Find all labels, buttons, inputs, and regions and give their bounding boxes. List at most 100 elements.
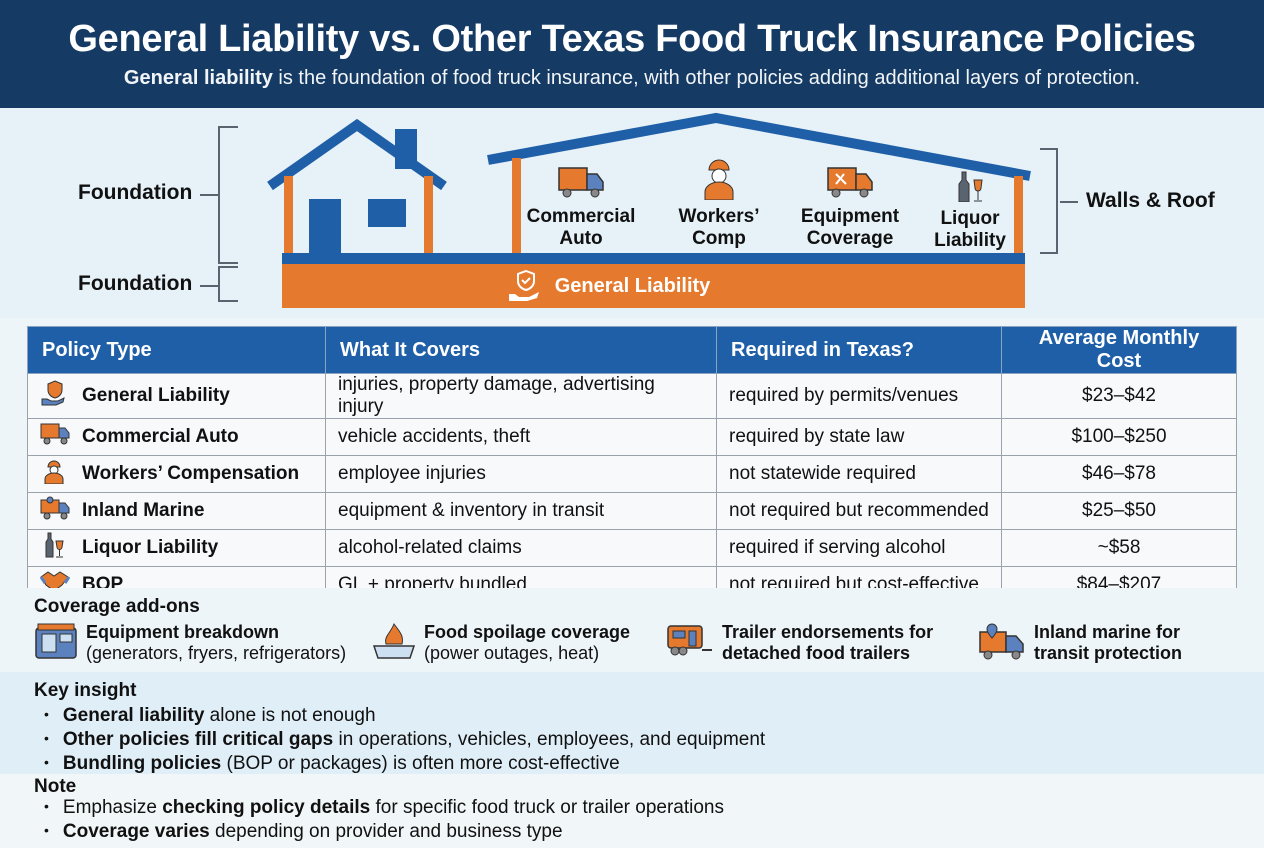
subtitle-bold: General liability [123, 67, 273, 89]
table-row: Workers’ Compensation employee injuries … [27, 455, 1237, 493]
header-banner: General Liability vs. Other Texas Food T… [0, 0, 1264, 108]
foundation-bar-label: General Liability [554, 274, 711, 297]
coverage-addons-section: Coverage add-ons Equipment breakdown (gen… [0, 588, 1264, 672]
walls-roof-label: Walls & Roof [1086, 189, 1215, 212]
col-required-texas: Required in Texas? [716, 326, 1002, 374]
generator-icon [35, 623, 77, 659]
house-floor [282, 253, 1025, 264]
insight-bold: Bundling policies [62, 753, 222, 774]
roof-wall [512, 158, 521, 254]
required-cell: required by state law [716, 418, 1002, 456]
cost-cell: $100–$250 [1001, 418, 1237, 456]
roof-item-line2: Liability [934, 230, 1006, 251]
shield-hand-icon [40, 380, 68, 412]
worker-icon [704, 159, 734, 200]
required-cell: not required but recommended [716, 492, 1002, 530]
addon-title: Food spoilage coverage [424, 622, 631, 642]
policy-cell: Workers’ Compensation [27, 455, 326, 493]
addon-inland-marine: Inland marine for transit protection [978, 622, 1182, 664]
col-avg-monthly-cost: Average Monthly Cost [1001, 326, 1237, 374]
page-subtitle: General liability is the foundation of f… [0, 67, 1264, 90]
addons-title: Coverage add-ons [34, 596, 200, 617]
roof-item-liquor-liability: Liquor Liability [925, 170, 1015, 252]
worker-icon [40, 458, 68, 490]
table-row: Liquor Liability alcohol-related claims … [27, 529, 1237, 567]
table-row: General Liability injuries, property dam… [27, 373, 1237, 419]
covers-cell: alcohol-related claims [325, 529, 717, 567]
location-truck-icon [979, 623, 1024, 660]
house-wall [424, 176, 433, 254]
shield-hand-icon [508, 270, 539, 301]
bracket-right [1040, 148, 1058, 254]
cost-cell: $25–$50 [1001, 492, 1237, 530]
roof-wall [1014, 176, 1023, 254]
required-cell: required if serving alcohol [716, 529, 1002, 567]
policy-name: General Liability [82, 385, 230, 407]
policy-comparison-table: Policy Type What It Covers Required in T… [27, 326, 1237, 604]
note-rest: depending on provider and business type [209, 821, 563, 842]
addon-trailer-endorsements: Trailer endorsements for detached food tr… [666, 622, 933, 664]
table-row: Commercial Auto vehicle accidents, theft… [27, 418, 1237, 456]
cost-cell: ~$58 [1001, 529, 1237, 567]
note-list: Emphasize checking policy details for sp… [44, 795, 724, 843]
required-cell: not statewide required [716, 455, 1002, 493]
truck-icon [40, 423, 70, 451]
policy-cell: General Liability [27, 373, 326, 419]
note-pre: Emphasize [62, 797, 163, 818]
insight-list: General liability alone is not enough Ot… [44, 703, 765, 775]
liquor-icon [40, 532, 68, 564]
foundation-label-bottom: Foundation [78, 272, 193, 295]
foundation-label-top: Foundation [78, 181, 193, 204]
cost-cell: $46–$78 [1001, 455, 1237, 493]
insight-rest: in operations, vehicles, employees, and … [333, 729, 766, 750]
insight-bold: General liability [62, 705, 205, 726]
page-title: General Liability vs. Other Texas Food T… [68, 18, 1196, 60]
flame-bowl-icon [372, 622, 416, 659]
bracket-top [218, 126, 238, 264]
addon-detail: (generators, fryers, refrigerators) [86, 643, 347, 663]
note-bold: Coverage varies [62, 821, 210, 842]
cost-cell: $23–$42 [1001, 373, 1237, 419]
covers-cell: vehicle accidents, theft [325, 418, 717, 456]
addon-title-line2: detached food trailers [722, 643, 911, 663]
insight-rest: (BOP or packages) is often more cost-eff… [221, 753, 620, 774]
roof-item-commercial-auto: Commercial Auto [522, 166, 640, 250]
roof-item-line1: Commercial [526, 206, 636, 227]
table-row: Inland Marine equipment & inventory in t… [27, 492, 1237, 530]
policy-cell: Commercial Auto [27, 418, 326, 456]
addon-title: Inland marine for [1034, 622, 1181, 642]
col-policy-type: Policy Type [27, 326, 326, 374]
note-bold: checking policy details [162, 797, 371, 818]
subtitle-rest: is the foundation of food truck insuranc… [272, 67, 1141, 89]
truck-icon [558, 167, 604, 198]
note-rest: for specific food truck or trailer opera… [370, 797, 724, 818]
liquor-icon [958, 171, 983, 202]
insight-item: Other policies fill critical gaps in ope… [44, 727, 765, 751]
policy-name: Workers’ Compensation [82, 463, 300, 485]
policy-cell: Inland Marine [27, 492, 326, 530]
note-title: Note [34, 776, 77, 797]
addon-detail: (power outages, heat) [424, 643, 600, 663]
roof-item-line2: Coverage [806, 228, 894, 249]
general-liability-foundation: General Liability [282, 264, 1025, 308]
equipment-truck-icon [827, 167, 873, 198]
insight-item: Bundling policies (BOP or packages) is o… [44, 751, 765, 775]
location-truck-icon [40, 496, 70, 526]
covers-cell: equipment & inventory in transit [325, 492, 717, 530]
roof-item-workers-comp: Workers’ Comp [664, 156, 774, 250]
required-cell: required by permits/venues [716, 373, 1002, 419]
label-connector [200, 285, 218, 287]
insight-title: Key insight [34, 680, 137, 701]
label-connector [1060, 201, 1078, 203]
roof-item-line2: Auto [559, 228, 603, 249]
insight-rest: alone is not enough [204, 705, 376, 726]
insight-item: General liability alone is not enough [44, 703, 765, 727]
policy-cell: Liquor Liability [27, 529, 326, 567]
roof-item-line1: Equipment [800, 206, 900, 227]
handshake-icon [39, 569, 71, 601]
addon-title: Trailer endorsements for [722, 622, 934, 642]
policy-name: Inland Marine [82, 500, 205, 522]
addon-title: Equipment breakdown [86, 622, 280, 642]
key-insight-section: Key insight General liability alone is n… [0, 672, 1264, 774]
house-roof-shapes [267, 112, 1031, 254]
